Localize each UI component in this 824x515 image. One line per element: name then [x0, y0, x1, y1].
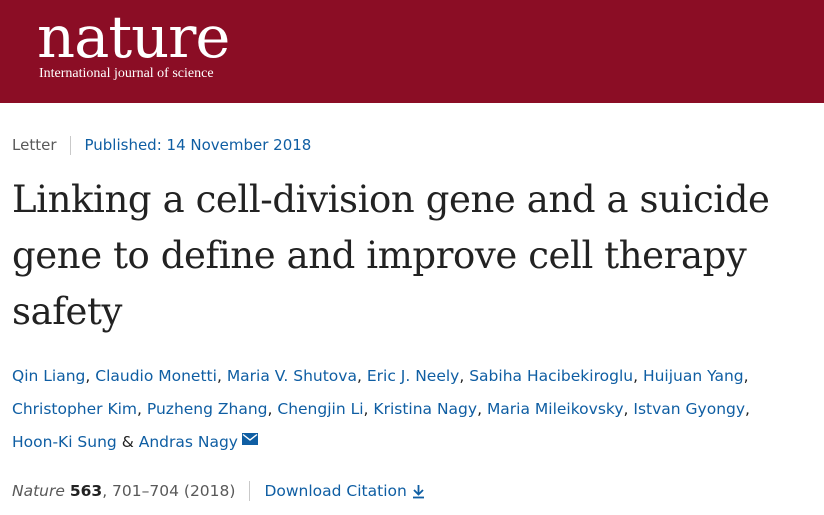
- author-link[interactable]: Chengjin Li: [277, 400, 364, 418]
- nature-logo[interactable]: nature: [37, 3, 230, 71]
- author-link[interactable]: Istvan Gyongy: [633, 400, 746, 418]
- author-link[interactable]: Maria V. Shutova: [226, 367, 357, 385]
- author-link[interactable]: Huijuan Yang: [642, 367, 744, 385]
- author-separator: ,: [216, 367, 222, 385]
- citation-journal: Nature: [12, 482, 65, 500]
- author-separator: ,: [745, 400, 750, 418]
- article-type: Letter: [12, 136, 57, 154]
- author-separator: ,: [743, 367, 749, 385]
- author-link[interactable]: Sabiha Hacibekiroglu: [469, 367, 634, 385]
- author-link[interactable]: Puzheng Zhang: [146, 400, 268, 418]
- author-separator: ,: [137, 400, 142, 418]
- envelope-icon[interactable]: [241, 433, 258, 445]
- author-separator: ,: [459, 367, 465, 385]
- author-ampersand: &: [121, 433, 134, 451]
- author-separator: ,: [363, 400, 369, 418]
- author-link[interactable]: Hoon-Ki Sung: [12, 433, 117, 451]
- article-meta: Letter Published: 14 November 2018: [12, 135, 311, 155]
- article-title: Linking a cell-division gene and a suici…: [12, 178, 770, 333]
- citation-divider: [249, 481, 251, 501]
- author-list: Qin Liang, Claudio Monetti, Maria V. Shu…: [12, 360, 812, 459]
- author-link[interactable]: Qin Liang: [12, 367, 86, 385]
- author-link[interactable]: Christopher Kim: [12, 400, 138, 418]
- download-arrow-icon: [412, 484, 424, 498]
- author-link[interactable]: Eric J. Neely: [366, 367, 460, 385]
- author-separator: ,: [356, 367, 362, 385]
- author-separator: ,: [623, 400, 629, 418]
- author-separator: ,: [477, 400, 482, 418]
- author-separator: ,: [633, 367, 639, 385]
- author-link[interactable]: Andras Nagy: [138, 433, 238, 451]
- citation-pages: , 701–704 (2018): [102, 482, 236, 500]
- author-link[interactable]: Maria Mileikovsky: [486, 400, 624, 418]
- meta-divider: [70, 135, 72, 155]
- author-separator: ,: [267, 400, 273, 418]
- download-citation-label: Download Citation: [264, 482, 407, 500]
- author-link[interactable]: Claudio Monetti: [95, 367, 217, 385]
- download-citation-link[interactable]: Download Citation: [264, 480, 424, 502]
- author-separator: ,: [85, 367, 91, 385]
- citation-row: Nature 563, 701–704 (2018) Download Cita…: [12, 480, 425, 502]
- author-link[interactable]: Kristina Nagy: [373, 400, 478, 418]
- published-date: Published: 14 November 2018: [84, 136, 312, 154]
- journal-header-banner: nature International journal of science: [0, 0, 824, 103]
- journal-tagline: International journal of science: [39, 66, 214, 81]
- citation-volume: 563: [69, 482, 103, 500]
